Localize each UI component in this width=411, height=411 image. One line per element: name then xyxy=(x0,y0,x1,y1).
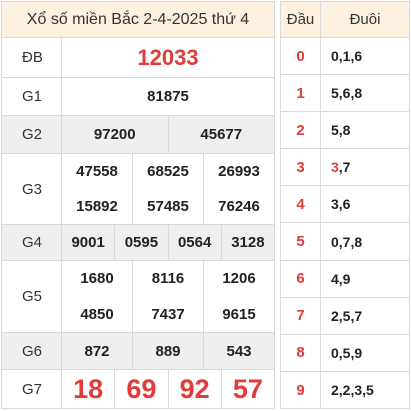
head-digit: 3 xyxy=(281,149,321,186)
loto-header: Đầu Đuôi xyxy=(281,2,409,38)
loto-row: 4 3,6 xyxy=(281,186,409,224)
tail-segment: 3,6 xyxy=(331,196,351,213)
prize-row: G5 1680 8116 1206 4850 7437 9615 xyxy=(2,261,274,333)
prize-number: 9001 xyxy=(62,225,116,260)
head-digit: 8 xyxy=(281,334,321,371)
tail-segment: 5,6,8 xyxy=(331,85,363,102)
prize-label: G3 xyxy=(2,154,62,224)
prize-number: 1680 xyxy=(62,261,133,297)
prize-rows: ĐB 12033 G1 81875 G2 97200 45677 G3 47558 68525 26… xyxy=(2,38,274,408)
results-table: Xổ số miền Bắc 2-4-2025 thứ 4 ĐB 12033 G1 8… xyxy=(1,1,275,409)
prize-number: 47558 xyxy=(62,154,133,189)
head-digit: 5 xyxy=(281,223,321,260)
prize-row: G3 47558 68525 26993 15892 57485 76246 xyxy=(2,154,274,225)
loto-row: 3 3,7 xyxy=(281,149,409,187)
prize-number: 69 xyxy=(115,370,169,408)
head-digit: 7 xyxy=(281,297,321,334)
prize-label: G1 xyxy=(2,78,62,115)
prize-number: 76246 xyxy=(218,198,260,215)
tail-digits: 0,1,6 xyxy=(321,38,409,74)
loto-row: 2 5,8 xyxy=(281,112,409,150)
loto-row: 6 4,9 xyxy=(281,260,409,298)
tail-digits: 0,5,9 xyxy=(321,335,409,371)
prize-number: 15892 xyxy=(62,189,133,224)
tail-segment: 0,7,8 xyxy=(331,233,363,250)
prize-number: 68525 xyxy=(133,154,204,189)
tail-digits: 0,7,8 xyxy=(321,223,409,259)
tail-column-label: Đuôi xyxy=(349,11,381,28)
prize-row: ĐB 12033 xyxy=(2,38,274,78)
head-digit: 9 xyxy=(281,371,321,409)
loto-row: 9 2,2,3,5 xyxy=(281,371,409,409)
prize-number: 543 xyxy=(226,342,252,360)
tail-segment: 0,1,6 xyxy=(331,48,363,65)
tail-digits: 5,6,8 xyxy=(321,75,409,111)
prize-number: 9615 xyxy=(222,305,256,323)
tail-segment: 2,5,7 xyxy=(331,307,363,324)
prize-label: G6 xyxy=(2,333,62,369)
prize-number: 81875 xyxy=(147,88,189,105)
prize-number: 3128 xyxy=(231,234,265,251)
loto-row: 8 0,5,9 xyxy=(281,334,409,372)
prize-number: 57485 xyxy=(133,189,204,224)
prize-row: G1 81875 xyxy=(2,78,274,116)
tail-digits: 2,5,7 xyxy=(321,298,409,334)
tail-segment: ,7 xyxy=(338,159,351,176)
loto-rows: 0 0,1,6 1 5,6,8 2 5,8 3 3,7 4 3,6 5 0,7,8 6 4,9 7 2,5,7… xyxy=(281,38,409,409)
prize-row: G7 18 69 92 57 xyxy=(2,370,274,408)
tail-digits: 3,6 xyxy=(321,186,409,222)
tail-segment: 3 xyxy=(331,159,339,176)
prize-row: G2 97200 45677 xyxy=(2,116,274,154)
loto-row: 0 0,1,6 xyxy=(281,38,409,76)
prize-number: 872 xyxy=(62,333,133,369)
prize-number: 57 xyxy=(232,373,263,404)
prize-number: 26993 xyxy=(218,163,260,180)
head-digit: 0 xyxy=(281,38,321,75)
loto-row: 5 0,7,8 xyxy=(281,223,409,261)
tail-digits: 3,7 xyxy=(321,149,409,185)
loto-row: 7 2,5,7 xyxy=(281,297,409,335)
prize-number: 889 xyxy=(133,333,204,369)
prize-label: G4 xyxy=(2,225,62,260)
prize-number: 8116 xyxy=(133,261,204,297)
prize-number: 12033 xyxy=(137,44,199,70)
results-title: Xổ số miền Bắc 2-4-2025 thứ 4 xyxy=(2,2,274,38)
prize-number: 0564 xyxy=(169,225,222,260)
loto-row: 1 5,6,8 xyxy=(281,75,409,113)
head-digit: 1 xyxy=(281,75,321,112)
prize-number: 4850 xyxy=(62,296,133,332)
head-digit: 4 xyxy=(281,186,321,223)
prize-number: 7437 xyxy=(133,296,204,332)
prize-number: 97200 xyxy=(62,116,169,153)
tail-segment: 0,5,9 xyxy=(331,344,363,361)
tail-segment: 2,2,3,5 xyxy=(331,382,374,399)
prize-number: 45677 xyxy=(200,126,243,143)
tail-digits: 5,8 xyxy=(321,112,409,148)
prize-number: 0595 xyxy=(115,225,169,260)
loto-table: Đầu Đuôi 0 0,1,6 1 5,6,8 2 5,8 3 3,7 4 3,6 5 0,7,8 6… xyxy=(280,1,410,409)
prize-number: 92 xyxy=(169,370,222,408)
tail-segment: 4,9 xyxy=(331,270,351,287)
tail-digits: 2,2,3,5 xyxy=(321,372,409,409)
head-digit: 2 xyxy=(281,112,321,149)
prize-row: G6 872 889 543 xyxy=(2,333,274,370)
prize-number: 18 xyxy=(62,370,116,408)
head-column-label: Đầu xyxy=(281,2,321,37)
prize-label: G7 xyxy=(2,370,62,408)
prize-label: ĐB xyxy=(2,38,62,77)
prize-label: G2 xyxy=(2,116,62,153)
tail-segment: 5,8 xyxy=(331,122,351,139)
head-digit: 6 xyxy=(281,260,321,297)
prize-label: G5 xyxy=(2,261,62,332)
prize-number: 1206 xyxy=(222,270,256,288)
tail-digits: 4,9 xyxy=(321,261,409,297)
prize-row: G4 9001 0595 0564 3128 xyxy=(2,225,274,261)
